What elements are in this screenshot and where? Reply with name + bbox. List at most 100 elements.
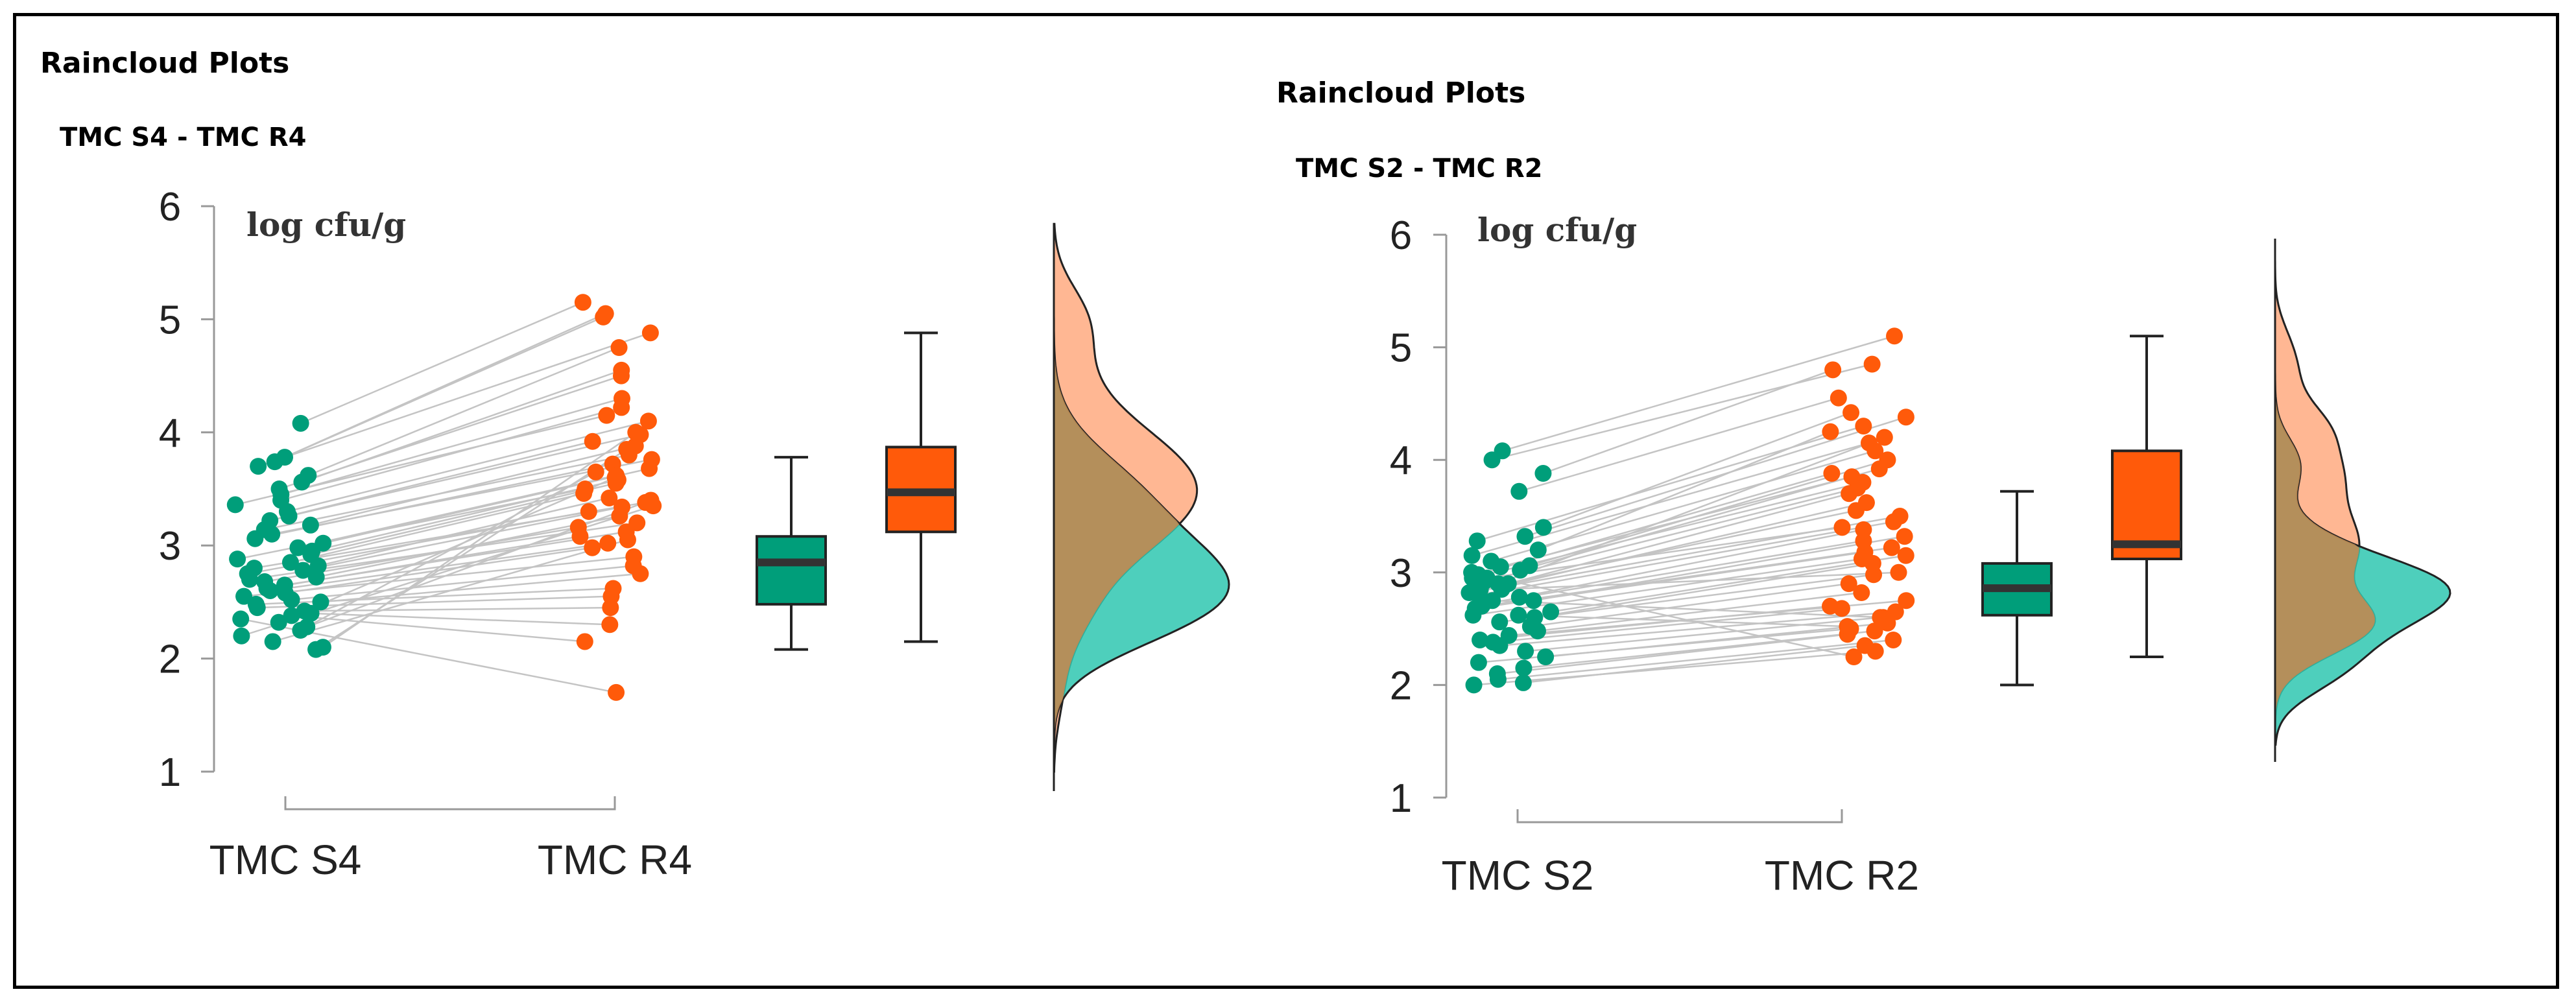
panel1-point-tmc-s4 <box>232 610 250 628</box>
panel2-point-tmc-s2 <box>1470 654 1487 671</box>
panel1-point-tmc-s4 <box>235 587 253 605</box>
panel2-pair-line <box>1518 397 1839 493</box>
panel1-y-tick-label: 5 <box>159 298 181 342</box>
panel2-subtitle: TMC S2 - TMC R2 <box>1296 154 1542 184</box>
panel1-point-tmc-s4 <box>293 473 311 491</box>
panel1-pair-line <box>235 414 607 506</box>
panel2-pair-line <box>1472 442 1870 556</box>
panel1-point-tmc-s4 <box>241 571 258 588</box>
panel1-pair-line <box>272 539 628 643</box>
panel2-point-tmc-s2 <box>1489 670 1507 688</box>
panel2-pair-line <box>1500 476 1852 568</box>
panel1-point-tmc-r4 <box>610 339 628 356</box>
panel1-point-tmc-r4 <box>599 534 617 552</box>
panel2-point-tmc-s2 <box>1510 606 1527 624</box>
panel1-point-tmc-r4 <box>641 324 659 342</box>
panel2-point-tmc-s2 <box>1483 451 1501 469</box>
panel1-point-tmc-r4 <box>611 507 628 525</box>
panel2-pair-line <box>1508 493 1850 585</box>
panel2-point-tmc-s2 <box>1465 676 1483 694</box>
panel2-pair-line <box>1486 527 1843 579</box>
panel1-box-1-iqr <box>756 535 827 606</box>
panel2-point-tmc-r2 <box>1866 622 1883 640</box>
panel2-point-tmc-s2 <box>1525 592 1542 610</box>
panel2-point-tmc-r2 <box>1866 442 1884 460</box>
panel2-point-tmc-r2 <box>1839 618 1856 635</box>
panel1-pair-line <box>304 606 611 612</box>
panel1-point-tmc-s4 <box>270 613 287 631</box>
panel2-pair-line <box>1472 481 1863 579</box>
panel1-point-tmc-s4 <box>283 591 300 608</box>
panel1-density-overlap <box>1054 224 1180 772</box>
panel1-point-tmc-s4 <box>264 633 281 650</box>
panel1-point-tmc-s4 <box>280 507 298 525</box>
panel1-point-tmc-s4 <box>302 604 320 622</box>
panel2-point-tmc-s2 <box>1529 541 1547 559</box>
panel1-point-tmc-s4 <box>283 607 300 624</box>
panel2-point-tmc-r2 <box>1885 631 1902 648</box>
panel2-point-tmc-s2 <box>1463 547 1481 564</box>
panel2-point-tmc-s2 <box>1510 588 1528 606</box>
panel2-point-tmc-r2 <box>1840 575 1857 593</box>
panel1-point-tmc-s4 <box>229 551 246 568</box>
panel1-point-tmc-s4 <box>261 582 279 599</box>
panel2-point-tmc-s2 <box>1489 575 1507 593</box>
panel1-point-tmc-s4 <box>292 622 309 639</box>
panel2-point-tmc-r2 <box>1845 648 1863 665</box>
panel2-point-tmc-s2 <box>1484 592 1501 610</box>
panel1-point-tmc-r4 <box>619 531 636 549</box>
panel2-point-tmc-r2 <box>1874 609 1892 626</box>
panel1-pair-line <box>306 499 652 628</box>
panel1-pair-line <box>278 477 616 623</box>
panel1-point-tmc-s4 <box>292 414 309 432</box>
panel2-point-tmc-r2 <box>1898 592 1915 610</box>
panel1-pair-line <box>311 612 610 626</box>
panel1-point-tmc-r4 <box>632 565 649 582</box>
panel2-pair-line <box>1543 369 1833 475</box>
panel1-category-1: TMC S4 <box>209 836 362 883</box>
panel1-point-tmc-s4 <box>263 525 281 543</box>
panel2-point-tmc-r2 <box>1843 404 1860 421</box>
panel2-point-tmc-r2 <box>1843 468 1861 486</box>
panel2-pair-line <box>1492 608 1843 643</box>
panel2-point-tmc-r2 <box>1841 485 1858 503</box>
panel1-point-tmc-s4 <box>266 453 283 471</box>
panel1-subtitle: TMC S4 - TMC R4 <box>60 123 306 152</box>
panel1-pair-line <box>315 448 627 650</box>
panel1-point-tmc-r4 <box>613 399 630 416</box>
panel1-pair-line <box>291 565 634 601</box>
panel2-point-tmc-r2 <box>1883 539 1900 556</box>
panel1-x-axis-bracket <box>284 796 616 811</box>
panel2-pair-line <box>1478 521 1894 596</box>
panel2-point-tmc-s2 <box>1492 558 1509 576</box>
panel1-pair-line <box>280 407 622 501</box>
panel2-point-tmc-s2 <box>1517 643 1534 660</box>
panel1-point-tmc-s4 <box>281 554 299 571</box>
panel2-point-tmc-s2 <box>1534 519 1552 536</box>
panel2-pair-line <box>1525 416 1907 538</box>
panel1-point-tmc-r4 <box>574 294 591 311</box>
panel2-pair-line <box>1534 562 1874 619</box>
panel1-title: Raincloud Plots <box>40 47 289 80</box>
panel1-pair-line <box>310 482 617 556</box>
panel2-y-tick-label: 4 <box>1390 438 1412 483</box>
panel2-point-tmc-r2 <box>1847 502 1865 519</box>
panel1-point-tmc-s4 <box>226 496 244 514</box>
panel1-point-tmc-r4 <box>595 308 612 326</box>
panel2-point-tmc-s2 <box>1485 634 1502 651</box>
panel1-pair-line <box>279 375 622 490</box>
panel2-pair-line <box>1502 335 1895 452</box>
panel1-point-tmc-s4 <box>246 530 264 547</box>
panel1-pair-line <box>280 397 623 495</box>
panel1-y-tick-label: 2 <box>159 637 181 682</box>
panel1-point-tmc-s4 <box>233 627 250 645</box>
panel2-point-tmc-r2 <box>1890 563 1907 581</box>
panel2-x-axis-bracket <box>1516 809 1843 823</box>
panel1-point-tmc-s4 <box>248 599 266 617</box>
panel2-pair-line <box>1497 639 1894 680</box>
panel1-point-tmc-s4 <box>289 539 307 556</box>
panel2-point-tmc-r2 <box>1876 429 1893 446</box>
panel2-point-tmc-r2 <box>1897 547 1914 564</box>
panel2-title: Raincloud Plots <box>1276 77 1525 110</box>
panel2-y-tick-label: 5 <box>1390 326 1412 371</box>
